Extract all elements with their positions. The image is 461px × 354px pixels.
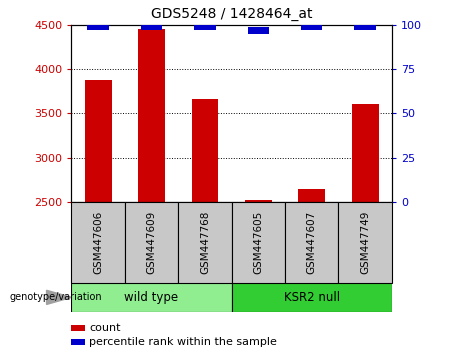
Bar xyxy=(125,202,178,283)
Text: GSM447606: GSM447606 xyxy=(93,211,103,274)
Bar xyxy=(194,23,216,30)
Bar xyxy=(285,202,338,283)
Bar xyxy=(298,189,325,202)
Bar xyxy=(192,99,219,202)
Text: GSM447605: GSM447605 xyxy=(254,211,263,274)
Text: KSR2 null: KSR2 null xyxy=(284,291,340,304)
Bar xyxy=(141,23,162,30)
Text: GSM447768: GSM447768 xyxy=(200,211,210,274)
Text: GSM447607: GSM447607 xyxy=(307,211,317,274)
Bar xyxy=(138,29,165,202)
Bar xyxy=(352,104,378,202)
Bar xyxy=(355,23,376,30)
Bar xyxy=(71,339,85,345)
Bar xyxy=(85,80,112,202)
Bar xyxy=(71,202,125,283)
Text: genotype/variation: genotype/variation xyxy=(9,292,102,302)
Bar xyxy=(88,23,109,30)
Bar xyxy=(71,283,231,312)
Bar xyxy=(231,283,392,312)
Bar xyxy=(178,202,231,283)
Text: percentile rank within the sample: percentile rank within the sample xyxy=(89,337,278,347)
Title: GDS5248 / 1428464_at: GDS5248 / 1428464_at xyxy=(151,7,313,21)
Text: GSM447749: GSM447749 xyxy=(360,211,370,274)
Bar xyxy=(301,23,322,30)
Text: wild type: wild type xyxy=(124,291,178,304)
Bar xyxy=(231,202,285,283)
Bar xyxy=(338,202,392,283)
Text: count: count xyxy=(89,323,121,333)
Bar xyxy=(245,200,272,202)
Text: GSM447609: GSM447609 xyxy=(147,211,157,274)
Polygon shape xyxy=(47,290,71,304)
Bar xyxy=(71,325,85,331)
Bar xyxy=(248,27,269,34)
